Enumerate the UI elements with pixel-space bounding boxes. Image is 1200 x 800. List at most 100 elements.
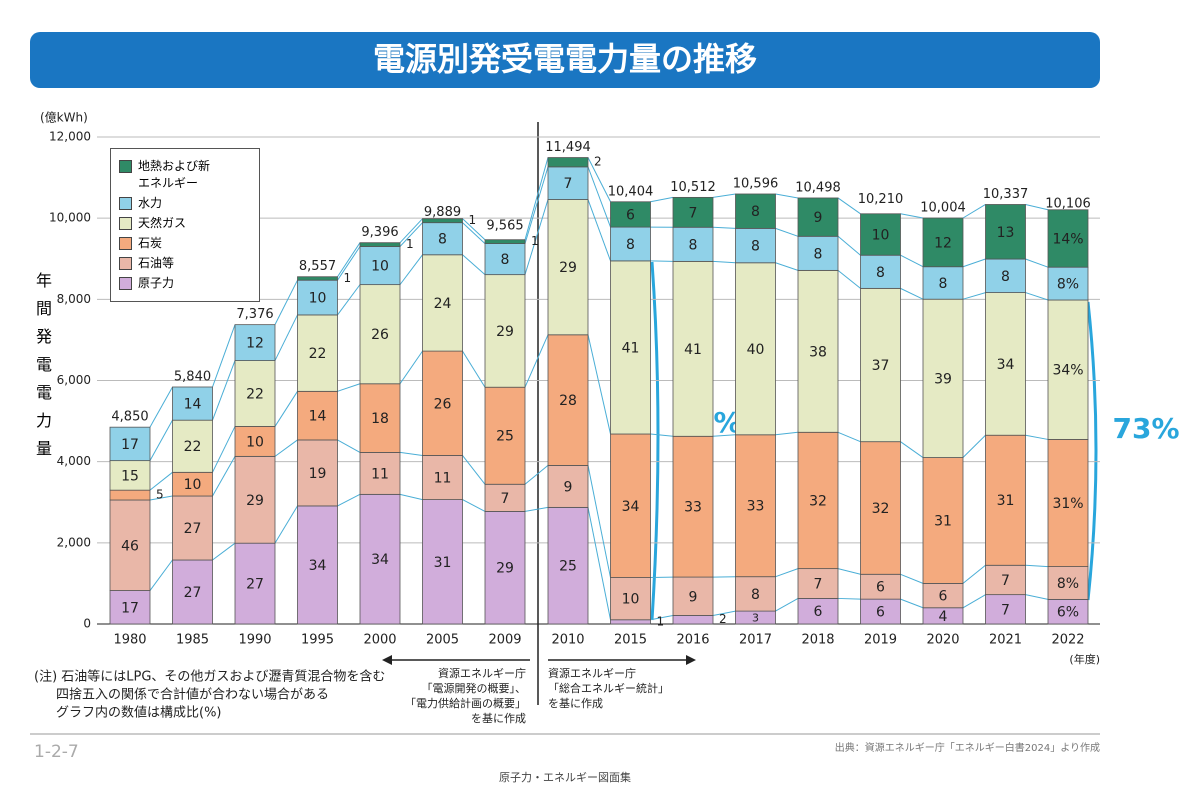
connector xyxy=(962,594,986,609)
x-tick-label: 2005 xyxy=(426,633,459,648)
value-label: 8 xyxy=(438,232,447,248)
bar-segment xyxy=(297,279,338,316)
connector xyxy=(212,456,236,497)
value-label: 1 xyxy=(657,614,665,628)
value-label: 8% xyxy=(1057,277,1079,293)
bar-segment xyxy=(985,434,1026,566)
connector xyxy=(650,433,674,437)
credit: 出典：資源エネルギー庁「エネルギー白書2024」より作成 xyxy=(835,741,1100,754)
bar-segment xyxy=(797,431,839,570)
source: 資源エネルギー庁 xyxy=(548,666,636,680)
legend-label: 天然ガス xyxy=(138,216,187,230)
connector xyxy=(1025,564,1049,568)
bar-segment xyxy=(359,284,401,385)
value-label: 8 xyxy=(626,237,635,253)
bar-segment xyxy=(797,197,839,237)
bar-segment xyxy=(234,324,276,361)
bar-segment xyxy=(1047,209,1089,268)
connector xyxy=(462,455,486,485)
bar-segment xyxy=(297,276,338,281)
value-label: 18 xyxy=(371,411,389,427)
y-tick-label: 8,000 xyxy=(57,292,91,306)
x-tick-label: 2000 xyxy=(363,633,396,648)
value-label: 41 xyxy=(622,340,640,356)
connector xyxy=(212,542,236,561)
bar-segment xyxy=(234,542,276,625)
connector xyxy=(837,431,861,443)
connector xyxy=(837,235,861,256)
total-label: 4,850 xyxy=(111,410,148,425)
value-label: 1 xyxy=(469,213,477,227)
source: 「電源開発の概要」、 xyxy=(422,681,527,695)
connector xyxy=(712,193,736,198)
y-tick-label: 6,000 xyxy=(57,373,91,387)
connector xyxy=(337,439,361,453)
bar-segment xyxy=(610,577,651,621)
x-tick-label: 2018 xyxy=(801,633,834,648)
connector xyxy=(900,287,924,300)
value-label: 46 xyxy=(121,538,139,554)
value-label: 12 xyxy=(934,235,952,251)
bar-segment xyxy=(172,386,213,421)
value-label: 6 xyxy=(876,580,885,596)
y-tick-label: 12,000 xyxy=(49,130,91,144)
value-label: 28 xyxy=(559,393,577,409)
connector xyxy=(212,426,236,473)
legend-swatch xyxy=(119,257,132,270)
bar-segment xyxy=(297,505,338,625)
connector xyxy=(274,505,298,544)
connector xyxy=(524,465,549,485)
connector xyxy=(1025,434,1049,440)
source: 「電力供給計画の概要」 xyxy=(405,696,526,710)
bar-segment xyxy=(922,298,964,458)
connector xyxy=(587,507,611,620)
connector xyxy=(149,386,173,428)
total-label: 11,494 xyxy=(545,140,591,155)
value-label: 29 xyxy=(559,260,577,276)
value-label: 10 xyxy=(622,592,640,608)
value-label: 5 xyxy=(156,488,164,502)
connector xyxy=(962,258,986,268)
value-label: 10 xyxy=(872,228,890,244)
connector xyxy=(274,439,298,457)
bar-segment xyxy=(359,493,401,625)
value-label: 8 xyxy=(751,587,760,603)
connector xyxy=(775,598,799,612)
x-tick-label: 2016 xyxy=(676,633,709,648)
value-label: 10 xyxy=(246,434,264,450)
bar-segment xyxy=(109,590,151,625)
total-label: 10,004 xyxy=(920,201,966,216)
bar-segment xyxy=(735,434,776,578)
bar-segment xyxy=(672,576,714,616)
bar-segment xyxy=(359,242,401,247)
bar-segment xyxy=(422,455,463,500)
value-label: 1 xyxy=(406,237,414,251)
total-label: 9,565 xyxy=(486,218,523,233)
connector xyxy=(837,197,861,215)
total-label: 7,376 xyxy=(236,307,273,322)
bar-segment xyxy=(109,460,151,491)
value-label: 8 xyxy=(751,204,760,220)
value-label: 22 xyxy=(184,439,202,455)
bar-segment xyxy=(547,465,589,508)
bar-segment xyxy=(797,568,839,599)
bar-segment xyxy=(359,246,401,286)
value-label: 8 xyxy=(814,246,823,262)
x-tick-label: 2009 xyxy=(488,633,521,648)
connector xyxy=(524,157,549,240)
bar-segment xyxy=(860,598,901,625)
connector xyxy=(712,226,736,229)
bar-segment xyxy=(985,594,1026,625)
value-label: 8 xyxy=(751,239,760,255)
x-tick-label: 2017 xyxy=(739,633,772,648)
connector xyxy=(337,246,361,281)
source: 「総合エネルギー統計」 xyxy=(548,681,669,695)
connector xyxy=(775,431,799,436)
legend-swatch xyxy=(119,197,132,210)
value-label: 27 xyxy=(184,585,202,601)
total-label: 10,106 xyxy=(1045,196,1091,211)
connector xyxy=(149,559,173,591)
connector xyxy=(900,213,924,219)
connector xyxy=(149,471,173,491)
bar-segment xyxy=(610,201,651,228)
